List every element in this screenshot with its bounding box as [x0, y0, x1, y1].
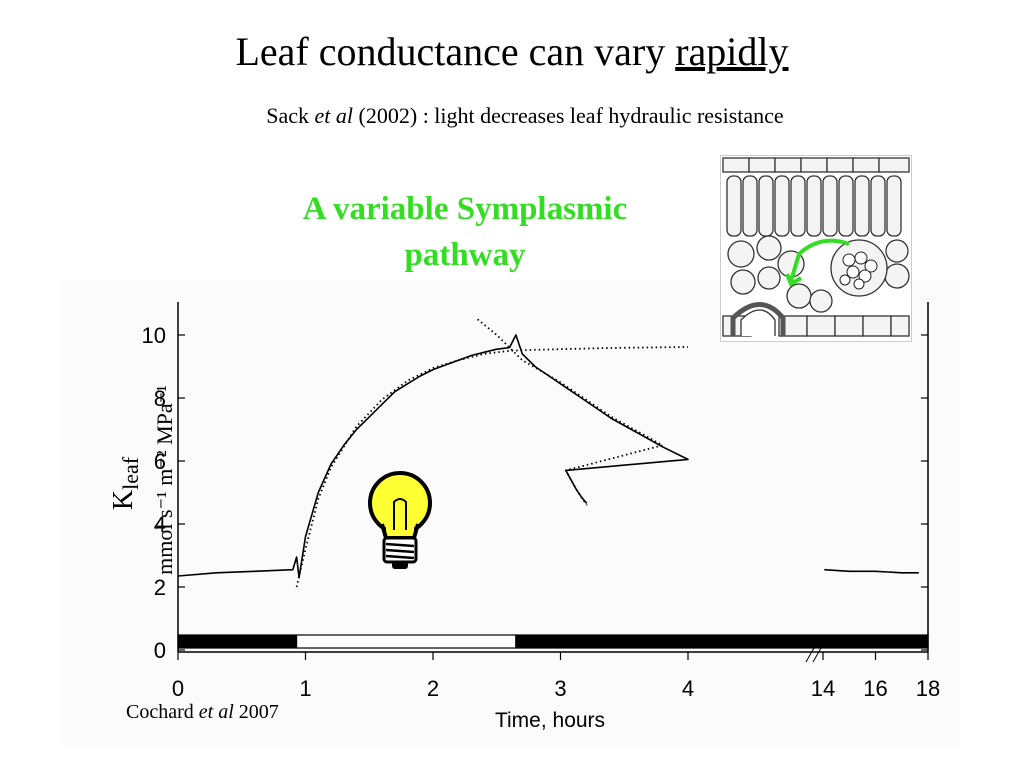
figure-credit: Cochard et al 2007 [126, 700, 279, 724]
subtitle-etal: et al [314, 103, 354, 128]
chart-axes [177, 302, 929, 663]
x-tick-label: 2 [427, 676, 439, 701]
y-tick-label: 4 [154, 512, 166, 537]
axis-break-mark [812, 647, 822, 663]
slide-subtitle: Sack et al (2002) : light decreases leaf… [0, 103, 1024, 129]
y-tick-label: 8 [154, 386, 166, 411]
x-tick-label: 3 [554, 676, 566, 701]
fitted-curve-series [295, 346, 689, 588]
x-tick-label: 14 [811, 676, 835, 701]
x-tick-label: 0 [172, 676, 184, 701]
leaf-cross-section-drawing [721, 156, 911, 341]
dark-period-bar [515, 634, 929, 649]
chart-ticks: 0 2 4 6 8 10 0 1 2 3 4 14 16 18 [142, 323, 941, 701]
x-tick-label: 4 [682, 676, 694, 701]
pathway-heading: A variable Symplasmic pathway [240, 186, 690, 278]
chart-axis-labels: Kleaf mmol s⁻¹ m⁻² MPa⁻¹ Time, hours [108, 385, 605, 732]
chart-panel [60, 280, 960, 745]
light-bulb-icon [368, 471, 432, 569]
dark-period-bar [177, 634, 298, 649]
y-tick-label: 10 [142, 323, 166, 348]
credit-etal: et al [198, 701, 234, 723]
axis-break-mark [805, 647, 815, 663]
kleaf-data-series [824, 568, 919, 574]
subtitle-rest: (2002) : light decreases leaf hydraulic … [353, 103, 784, 128]
title-emphasis-text: rapidly [675, 29, 789, 74]
x-axis-label: Time, hours [495, 709, 605, 732]
y-axis-sub: leaf [118, 456, 143, 490]
y-axis-k: K [108, 490, 139, 510]
pathway-line-2: pathway [404, 237, 526, 273]
x-tick-label: 16 [863, 676, 887, 701]
y-tick-label: 2 [154, 575, 166, 600]
light-period-bar [295, 634, 517, 649]
fitted-curve-series [477, 318, 664, 506]
y-tick-label: 0 [154, 638, 166, 663]
light-dark-bar [177, 634, 929, 649]
y-axis-units: mmol s⁻¹ m⁻² MPa⁻¹ [152, 385, 177, 575]
pathway-line-1: A variable Symplasmic [302, 191, 628, 227]
x-tick-label: 18 [916, 676, 940, 701]
y-axis-label: Kleaf mmol s⁻¹ m⁻² MPa⁻¹ [108, 385, 177, 575]
credit-author: Cochard [126, 701, 199, 723]
y-tick-label: 6 [154, 449, 166, 474]
leaf-cross-section-image [720, 155, 912, 342]
kleaf-data-series [177, 334, 689, 579]
slide-title: Leaf conductance can vary rapidly [0, 28, 1024, 76]
chart-series [177, 318, 919, 588]
title-main-text: Leaf conductance can vary [235, 29, 676, 74]
subtitle-author: Sack [266, 103, 315, 128]
x-tick-label: 1 [299, 676, 311, 701]
credit-year: 2007 [233, 701, 279, 723]
